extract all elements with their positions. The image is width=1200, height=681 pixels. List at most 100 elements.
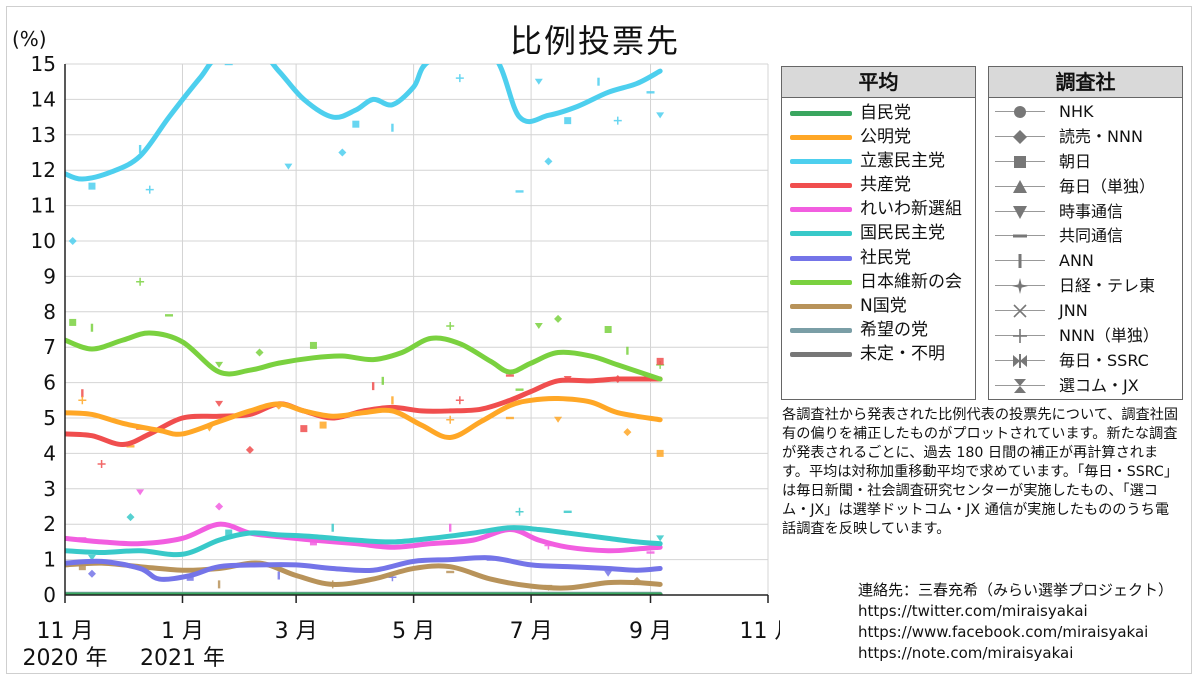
poll-point <box>225 529 233 537</box>
diamond-marker-icon <box>1013 129 1027 144</box>
poll-point <box>277 571 280 580</box>
poll-point <box>331 523 334 532</box>
y-tick-label: 11 <box>31 194 56 218</box>
pollster-legend-items: NHK 読売・NNN 朝日 毎日（単独） 時事通信 共同通信 ANN 日経・テレ東 JNN NNN… <box>989 98 1182 398</box>
poll-point <box>613 116 622 125</box>
contact-label: 連絡先：三春充希（みらい選挙プロジェクト） <box>858 581 1174 599</box>
poll-point <box>505 374 514 377</box>
poll-point <box>165 314 174 317</box>
pollster-legend-item: NHK <box>989 99 1182 124</box>
legend-label: 希望の党 <box>860 319 928 340</box>
pollster-legend-item: 読売・NNN <box>989 124 1182 149</box>
average-legend-item: 共産党 <box>782 173 975 197</box>
poll-point <box>455 74 464 83</box>
poll-point <box>69 318 77 326</box>
poll-point <box>338 148 347 157</box>
poll-point <box>215 361 224 368</box>
legend-swatch <box>790 231 852 237</box>
legend-swatch <box>790 183 852 189</box>
plus-marker-icon <box>1013 329 1027 344</box>
legend-label: 毎日（単独） <box>1059 176 1156 196</box>
legend-label: 共同通信 <box>1059 226 1124 246</box>
poll-point <box>564 117 572 125</box>
poll-point <box>352 120 360 128</box>
x-tick-label: 9 月 <box>629 619 672 644</box>
x-marker-icon <box>1013 304 1027 318</box>
poll-point <box>446 321 455 330</box>
average-legend: 平均 自民党 公明党 立憲民主党 共産党 れいわ新選組 国民民主党 社民党 日本維新の会 N国党… <box>781 66 976 400</box>
pollster-legend-title: 調査社 <box>989 67 1182 98</box>
poll-point <box>391 123 394 132</box>
legend-swatch <box>790 255 852 261</box>
poll-point <box>544 157 553 166</box>
poll-point <box>446 415 455 424</box>
poll-point <box>646 551 655 554</box>
x-tick-label: 11 月 <box>740 619 781 644</box>
average-legend-item: れいわ新選組 <box>782 197 975 221</box>
poll-point <box>534 78 543 85</box>
legend-label: ANN <box>1059 251 1094 271</box>
contact-note[interactable]: https://note.com/miraisyakai <box>858 644 1074 662</box>
pollster-legend-item: 毎日・SSRC <box>989 348 1182 373</box>
legend-label: 共産党 <box>860 175 911 196</box>
y-tick-label: 5 <box>43 406 56 430</box>
poll-point <box>284 163 293 170</box>
poll-point <box>381 376 384 385</box>
average-legend-items: 自民党 公明党 立憲民主党 共産党 れいわ新選組 国民民主党 社民党 日本維新の会 N国党 希望の… <box>782 98 975 366</box>
legend-label: N国党 <box>860 295 907 316</box>
contact-facebook[interactable]: https://www.facebook.com/miraisyakai <box>858 623 1149 641</box>
poll-point <box>623 428 632 437</box>
y-tick-label: 4 <box>43 441 56 465</box>
average-legend-item: 未定・不明 <box>782 342 975 366</box>
average-legend-item: 社民党 <box>782 246 975 270</box>
poll-point <box>309 341 317 349</box>
legend-label: 国民民主党 <box>860 223 945 244</box>
legend-swatch <box>790 351 852 357</box>
poll-point <box>90 323 94 332</box>
legend-swatch <box>790 159 852 165</box>
poll-point <box>446 570 455 574</box>
pollster-legend-item: 毎日（単独） <box>989 174 1182 199</box>
legend-label: 毎日・SSRC <box>1059 350 1149 370</box>
average-legend-item: 希望の党 <box>782 318 975 342</box>
x-tick-label: 3 月 <box>275 619 318 644</box>
poll-point <box>626 346 629 355</box>
pollster-legend-item: 朝日 <box>989 149 1182 174</box>
poll-point <box>217 580 221 589</box>
circle-marker-icon <box>1014 106 1026 118</box>
series-line-2 <box>65 64 663 182</box>
poll-points <box>68 64 665 591</box>
dash-marker-icon <box>1013 234 1027 238</box>
poll-point <box>87 554 96 561</box>
poll-point <box>255 348 264 357</box>
contact-twitter[interactable]: https://twitter.com/miraisyakai <box>858 602 1088 620</box>
poll-point <box>87 569 96 578</box>
poll-point <box>126 513 135 522</box>
hourglass-marker-icon <box>1014 378 1026 393</box>
poll-point <box>215 502 224 511</box>
legend-label: 時事通信 <box>1059 201 1124 221</box>
series-line-4 <box>65 521 663 554</box>
figure-frame <box>6 6 1192 674</box>
average-legend-item: 自民党 <box>782 101 975 125</box>
poll-point <box>319 421 327 429</box>
legend-label: NHK <box>1059 102 1094 121</box>
y-tick-label: 1 <box>43 548 56 572</box>
vbar-marker-icon <box>1018 254 1022 269</box>
poll-point <box>656 535 665 542</box>
pollster-legend: 調査社 NHK 読売・NNN 朝日 毎日（単独） 時事通信 共同通信 ANN 日経・テレ東 JN… <box>988 66 1183 400</box>
contact-block: 連絡先：三春充希（みらい選挙プロジェクト） https://twitter.co… <box>858 580 1173 664</box>
legend-label: 日本維新の会 <box>860 271 962 292</box>
average-legend-item: 公明党 <box>782 125 975 149</box>
poll-point <box>245 445 254 454</box>
poll-point <box>455 396 464 405</box>
series-line-7 <box>65 330 663 382</box>
legend-label: 読売・NNN <box>1059 126 1143 146</box>
poll-point <box>597 77 600 86</box>
triangle-up-marker-icon <box>1013 179 1027 193</box>
poll-point <box>78 396 87 405</box>
y-tick-label: 9 <box>43 264 56 288</box>
y-tick-label: 13 <box>31 123 56 147</box>
